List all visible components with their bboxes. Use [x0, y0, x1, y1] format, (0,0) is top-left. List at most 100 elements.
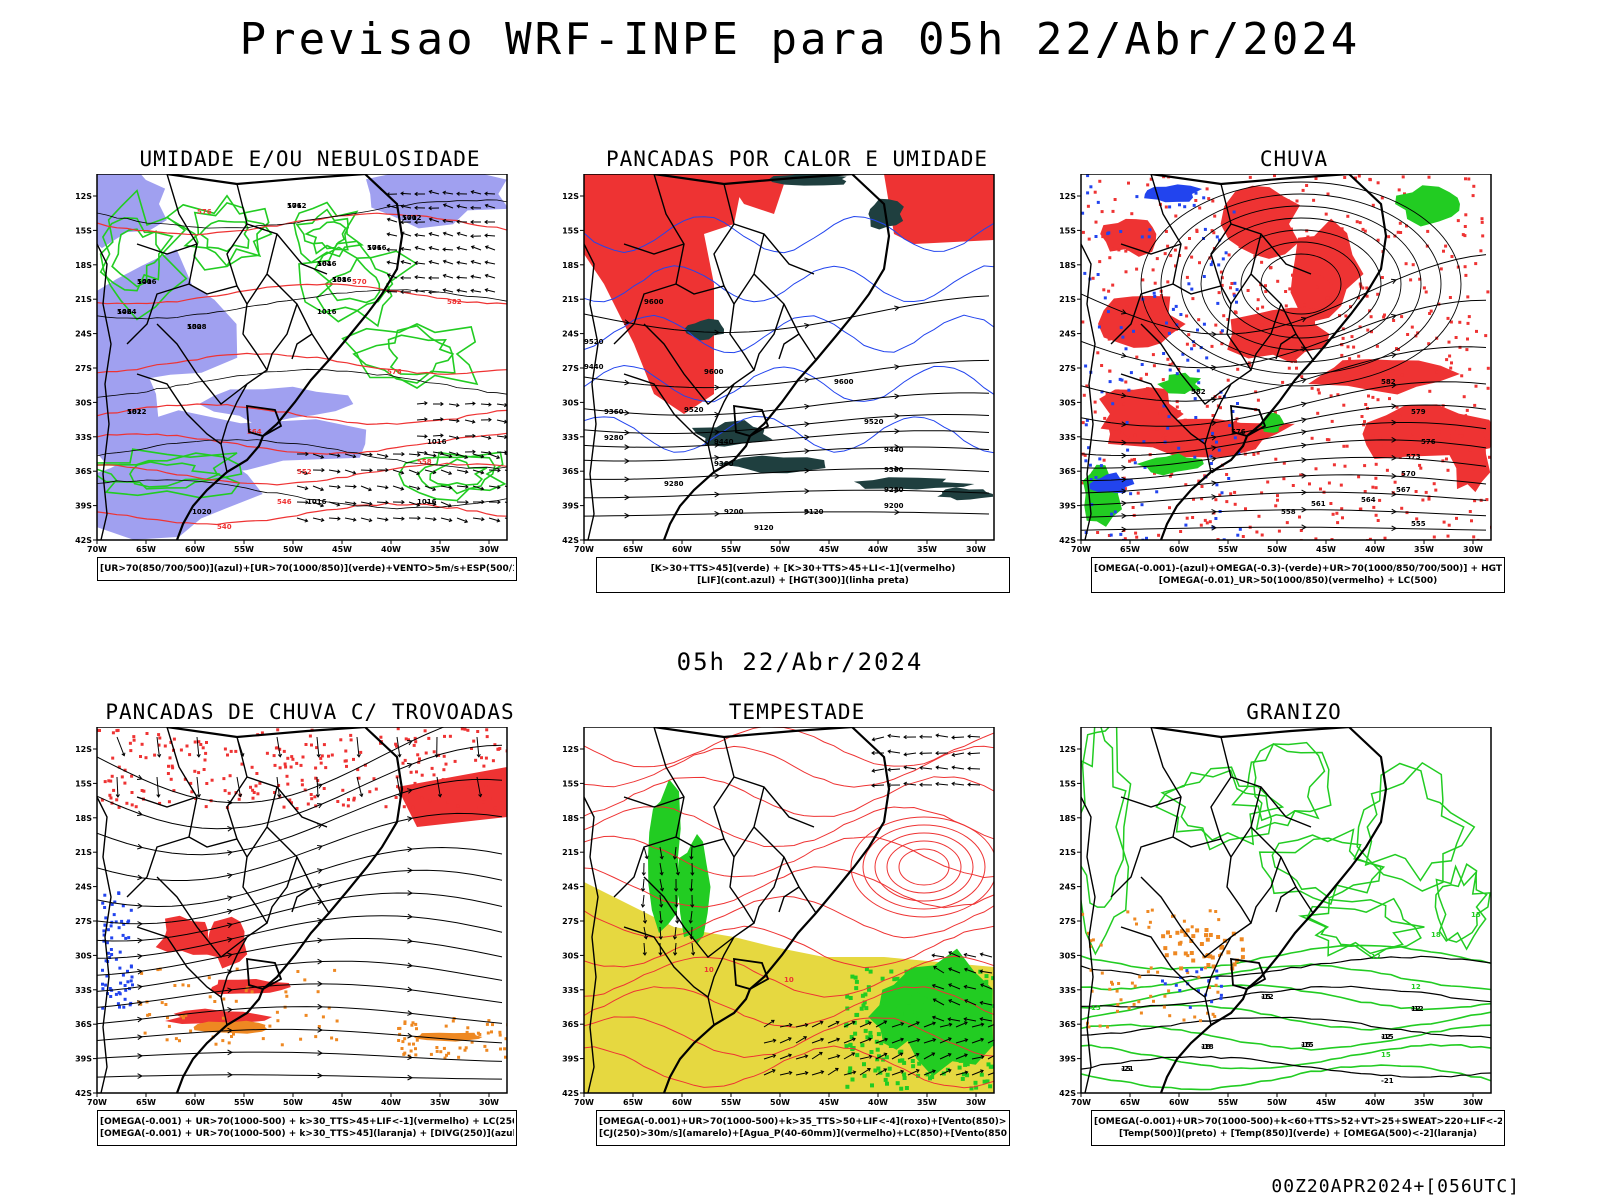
- shaded-speck: [883, 1077, 888, 1082]
- shaded-speck: [303, 788, 307, 792]
- contour-line: [97, 439, 507, 469]
- wind-vector-head: [867, 1067, 871, 1072]
- shaded-speck: [1374, 476, 1378, 480]
- wind-vector: [416, 435, 428, 437]
- wind-vector: [875, 1068, 887, 1076]
- shaded-speck: [416, 753, 420, 757]
- shaded-speck: [1086, 174, 1090, 178]
- wind-vector-head: [472, 449, 476, 454]
- shaded-speck: [1480, 217, 1484, 221]
- lon-tick-label: 60W: [185, 1098, 205, 1107]
- wind-vector-head: [352, 470, 357, 475]
- wind-vector: [859, 1068, 871, 1076]
- wind-vector-head: [456, 231, 461, 236]
- shaded-speck: [915, 1050, 920, 1055]
- wind-vector: [936, 734, 949, 738]
- shaded-speck: [1387, 383, 1391, 387]
- shaded-speck: [1183, 205, 1187, 209]
- humidity-contour: [387, 334, 455, 376]
- wind-vector: [887, 768, 901, 771]
- contour-label: 1008: [187, 323, 207, 331]
- wind-vector: [859, 1021, 872, 1028]
- shaded-speck: [272, 754, 276, 758]
- wind-vector-head: [980, 1037, 985, 1042]
- shaded-speck: [249, 785, 252, 789]
- wind-vector: [843, 1038, 856, 1044]
- coastline: [1150, 174, 1388, 540]
- shaded-speck: [485, 735, 489, 739]
- shaded-speck: [1200, 497, 1204, 501]
- shaded-speck: [985, 1079, 990, 1084]
- wind-vector-head: [852, 1070, 857, 1075]
- shaded-speck: [280, 1043, 284, 1047]
- wind-vector: [471, 275, 482, 279]
- wind-vector: [690, 878, 693, 892]
- streamline: [97, 1006, 503, 1025]
- shaded-speck: [120, 775, 124, 779]
- shaded-speck: [235, 967, 239, 971]
- shaded-speck: [1424, 490, 1428, 494]
- contour-line: [584, 776, 994, 817]
- shaded-speck: [1260, 491, 1264, 495]
- shaded-speck: [926, 1022, 931, 1027]
- shaded-speck: [1295, 366, 1298, 370]
- shaded-speck: [1371, 485, 1375, 489]
- shaded-speck: [1119, 326, 1123, 330]
- panel-title: PANCADAS POR CALOR E UMIDADE: [605, 147, 988, 171]
- shaded-speck: [258, 781, 262, 785]
- shaded-speck: [1210, 1000, 1214, 1004]
- shaded-speck: [862, 1000, 867, 1005]
- wind-vector-head: [448, 503, 452, 508]
- shaded-speck: [1330, 538, 1334, 540]
- shaded-speck: [1108, 256, 1112, 260]
- wind-vector-head: [464, 454, 469, 459]
- shaded-speck: [1458, 320, 1462, 324]
- shaded-speck: [197, 771, 201, 775]
- shaded-speck: [460, 784, 464, 788]
- shaded-speck: [146, 1013, 150, 1017]
- shaded-speck: [480, 756, 483, 760]
- contour-label: 9440: [584, 363, 604, 371]
- shaded-speck: [966, 987, 970, 992]
- wind-vector: [436, 776, 441, 797]
- wind-vector-head: [442, 247, 446, 252]
- wind-vector-head: [442, 273, 447, 278]
- lat-tick-label: 39S: [562, 1055, 579, 1064]
- shaded-speck: [278, 766, 282, 770]
- shaded-speck: [929, 969, 934, 974]
- panel-title: CHUVA: [1259, 147, 1329, 171]
- lat-tick-label: 24S: [75, 883, 92, 892]
- shaded-speck: [1233, 490, 1237, 494]
- shaded-speck: [1094, 476, 1098, 479]
- shaded-speck: [345, 764, 348, 768]
- shaded-speck: [1427, 495, 1431, 499]
- shaded-speck: [1191, 958, 1196, 963]
- country-border: [246, 404, 283, 437]
- shaded-speck: [1087, 446, 1091, 450]
- shaded-speck: [1325, 296, 1329, 300]
- shaded-speck: [1091, 276, 1095, 280]
- streamline: [97, 1074, 503, 1080]
- shaded-speck: [1167, 331, 1171, 335]
- shaded-speck: [844, 1022, 849, 1027]
- streamline-arrow: [1391, 313, 1398, 320]
- shaded-speck: [118, 992, 122, 996]
- wind-vector: [904, 783, 917, 786]
- wind-vector-head: [951, 735, 955, 740]
- shaded-speck: [414, 1047, 417, 1051]
- contour-line: [1081, 963, 1491, 991]
- shaded-speck: [415, 770, 418, 774]
- shaded-speck: [885, 1081, 889, 1086]
- shaded-speck: [214, 1042, 218, 1046]
- shaded-speck: [193, 769, 197, 773]
- shaded-speck: [1282, 461, 1286, 465]
- shaded-speck: [222, 777, 226, 781]
- shaded-speck: [427, 736, 431, 740]
- shaded-speck: [237, 797, 241, 801]
- shaded-speck: [1195, 970, 1199, 974]
- humidity-contour: [341, 323, 479, 389]
- wind-vector-head: [689, 856, 694, 860]
- state-border: [753, 856, 800, 924]
- state-border: [126, 796, 198, 898]
- shaded-speck: [1340, 507, 1344, 511]
